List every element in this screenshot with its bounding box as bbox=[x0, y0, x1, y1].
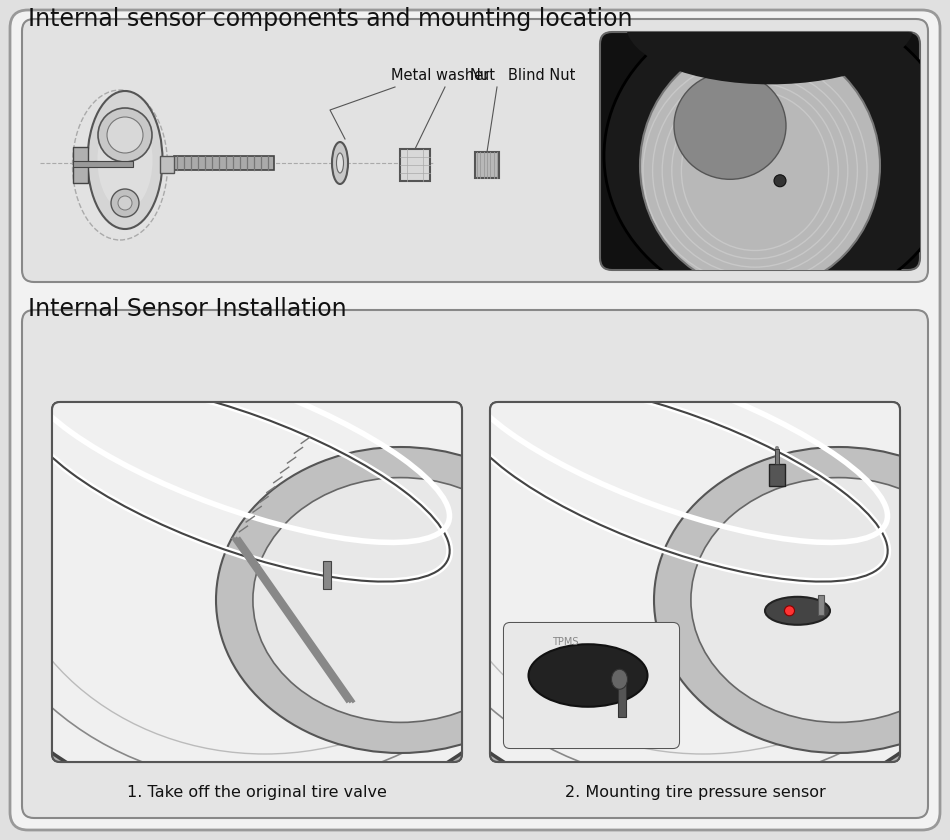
Ellipse shape bbox=[216, 447, 585, 753]
Bar bbox=[54, 538, 72, 557]
Bar bbox=[52, 402, 462, 762]
Bar bbox=[818, 595, 824, 615]
Bar bbox=[54, 639, 72, 658]
Bar bbox=[769, 465, 785, 486]
FancyBboxPatch shape bbox=[22, 310, 928, 818]
Text: Metal washer: Metal washer bbox=[390, 68, 489, 83]
Bar bbox=[492, 639, 510, 658]
Ellipse shape bbox=[528, 644, 648, 706]
Ellipse shape bbox=[654, 447, 950, 753]
Bar bbox=[775, 449, 779, 465]
Circle shape bbox=[785, 606, 794, 616]
Bar bbox=[160, 156, 174, 173]
Text: 2. Mounting tire pressure sensor: 2. Mounting tire pressure sensor bbox=[564, 785, 826, 800]
Ellipse shape bbox=[253, 478, 548, 722]
FancyBboxPatch shape bbox=[10, 10, 940, 830]
FancyBboxPatch shape bbox=[600, 32, 920, 270]
Bar bbox=[54, 564, 72, 582]
Bar bbox=[492, 513, 510, 532]
Bar bbox=[54, 589, 72, 607]
Bar bbox=[492, 690, 510, 708]
Bar bbox=[504, 623, 679, 748]
Ellipse shape bbox=[691, 478, 950, 722]
Ellipse shape bbox=[336, 153, 344, 173]
Ellipse shape bbox=[347, 121, 950, 840]
Ellipse shape bbox=[765, 596, 830, 625]
Bar bbox=[492, 564, 510, 582]
Text: Internal Sensor Installation: Internal Sensor Installation bbox=[28, 297, 347, 321]
Ellipse shape bbox=[612, 669, 628, 690]
Bar bbox=[492, 463, 510, 481]
Bar bbox=[492, 488, 510, 507]
Bar bbox=[400, 149, 430, 181]
Ellipse shape bbox=[332, 142, 348, 184]
Ellipse shape bbox=[0, 121, 810, 840]
Bar bbox=[492, 589, 510, 607]
Bar bbox=[54, 614, 72, 633]
Circle shape bbox=[774, 175, 786, 186]
Bar bbox=[475, 152, 499, 178]
Ellipse shape bbox=[87, 91, 162, 229]
Text: Internal sensor components and mounting location: Internal sensor components and mounting … bbox=[28, 7, 633, 31]
Ellipse shape bbox=[674, 72, 786, 179]
Circle shape bbox=[111, 189, 139, 217]
Bar bbox=[54, 463, 72, 481]
Ellipse shape bbox=[604, 1, 950, 311]
Bar bbox=[492, 538, 510, 557]
Bar bbox=[54, 664, 72, 683]
Circle shape bbox=[107, 117, 143, 153]
Ellipse shape bbox=[626, 0, 914, 84]
Bar bbox=[54, 488, 72, 507]
Ellipse shape bbox=[640, 41, 880, 291]
Ellipse shape bbox=[0, 240, 585, 816]
Ellipse shape bbox=[98, 110, 153, 210]
Bar bbox=[73, 147, 88, 183]
Bar bbox=[323, 561, 331, 589]
Bar bbox=[73, 161, 133, 167]
FancyBboxPatch shape bbox=[490, 402, 900, 762]
Bar bbox=[492, 664, 510, 683]
Bar bbox=[492, 614, 510, 633]
FancyBboxPatch shape bbox=[52, 402, 462, 762]
Text: 1. Take off the original tire valve: 1. Take off the original tire valve bbox=[127, 785, 387, 800]
Bar bbox=[54, 513, 72, 532]
Bar bbox=[54, 690, 72, 708]
Text: Blind Nut: Blind Nut bbox=[508, 68, 576, 83]
FancyBboxPatch shape bbox=[504, 623, 679, 748]
Ellipse shape bbox=[367, 240, 950, 816]
Bar bbox=[490, 402, 900, 762]
Bar bbox=[618, 677, 626, 717]
Circle shape bbox=[118, 196, 132, 210]
Bar bbox=[174, 156, 274, 170]
FancyBboxPatch shape bbox=[22, 19, 928, 282]
Text: TPMS: TPMS bbox=[552, 637, 579, 647]
Text: Nut: Nut bbox=[470, 68, 496, 83]
Circle shape bbox=[98, 108, 152, 162]
